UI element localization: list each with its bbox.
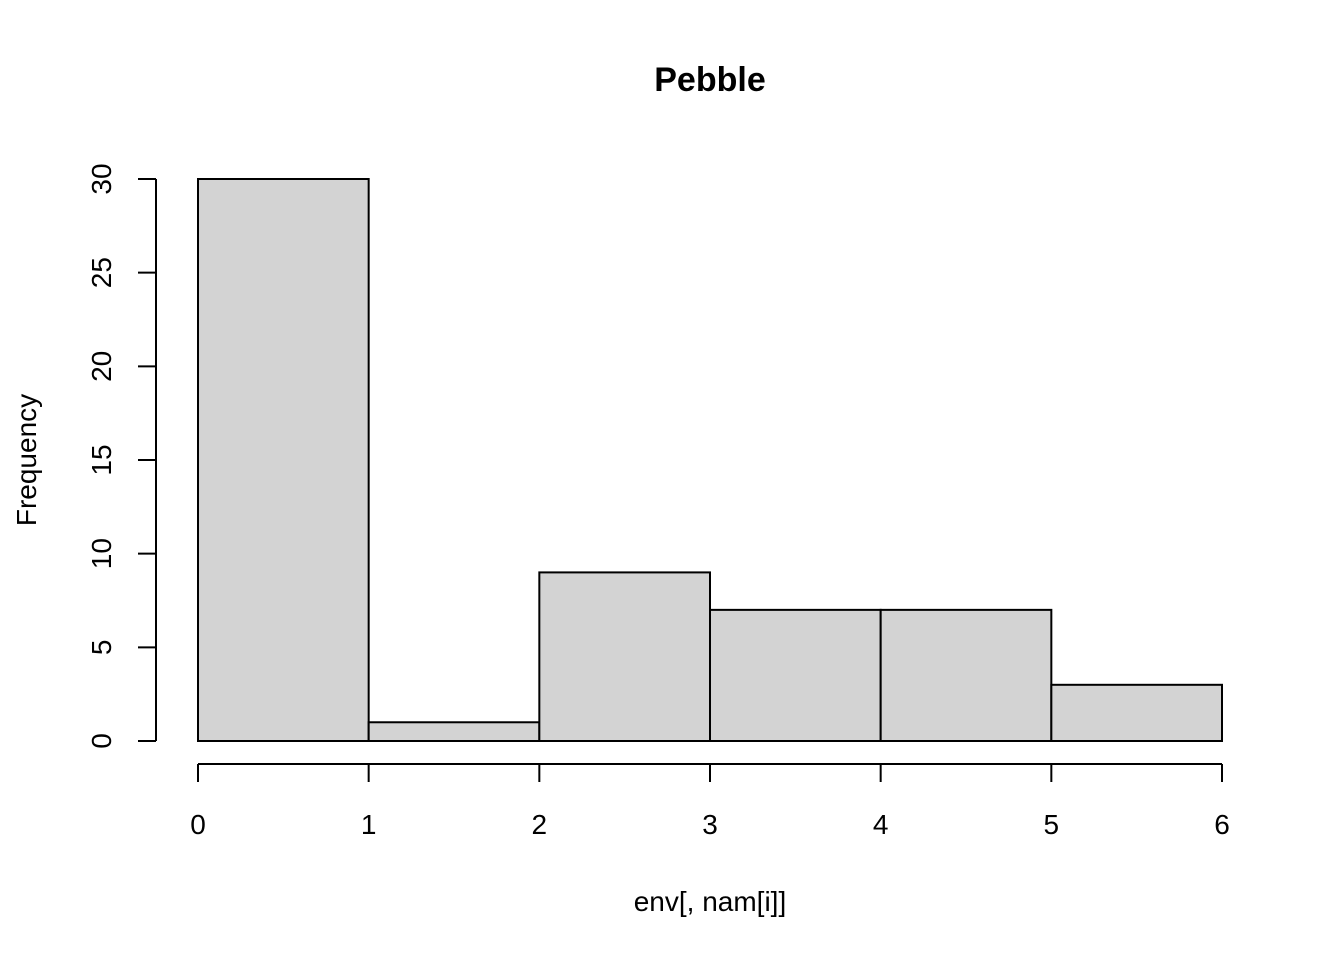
y-tick-label: 0 xyxy=(86,733,117,749)
y-tick-label: 30 xyxy=(86,163,117,194)
x-tick-label: 5 xyxy=(1044,809,1060,840)
x-tick-label: 3 xyxy=(702,809,718,840)
x-axis: 0 1 2 3 4 5 6 xyxy=(190,763,1230,840)
chart-title: Pebble xyxy=(654,61,765,99)
y-tick-label: 20 xyxy=(86,351,117,382)
y-tick-label: 5 xyxy=(86,640,117,656)
histogram-bar-2 xyxy=(538,571,711,743)
histogram-bar-5 xyxy=(1050,683,1224,742)
bars-group xyxy=(197,178,1224,743)
y-tick-label: 15 xyxy=(86,444,117,475)
histogram-bar-1 xyxy=(367,721,541,742)
histogram-bar-0 xyxy=(197,178,370,742)
histogram-bar-4 xyxy=(879,608,1053,742)
x-tick-label: 0 xyxy=(190,809,206,840)
x-axis-label: env[, nam[i]] xyxy=(634,886,787,917)
x-tick-label: 4 xyxy=(873,809,889,840)
histogram-bar-3 xyxy=(709,608,882,742)
y-tick-label: 25 xyxy=(86,257,117,288)
x-tick-label: 2 xyxy=(532,809,548,840)
x-tick-label: 1 xyxy=(361,809,377,840)
y-axis-label: Frequency xyxy=(11,394,42,526)
y-axis: 0 5 10 15 20 25 30 xyxy=(86,163,157,749)
y-tick-label: 10 xyxy=(86,538,117,569)
x-tick-label: 6 xyxy=(1214,809,1230,840)
